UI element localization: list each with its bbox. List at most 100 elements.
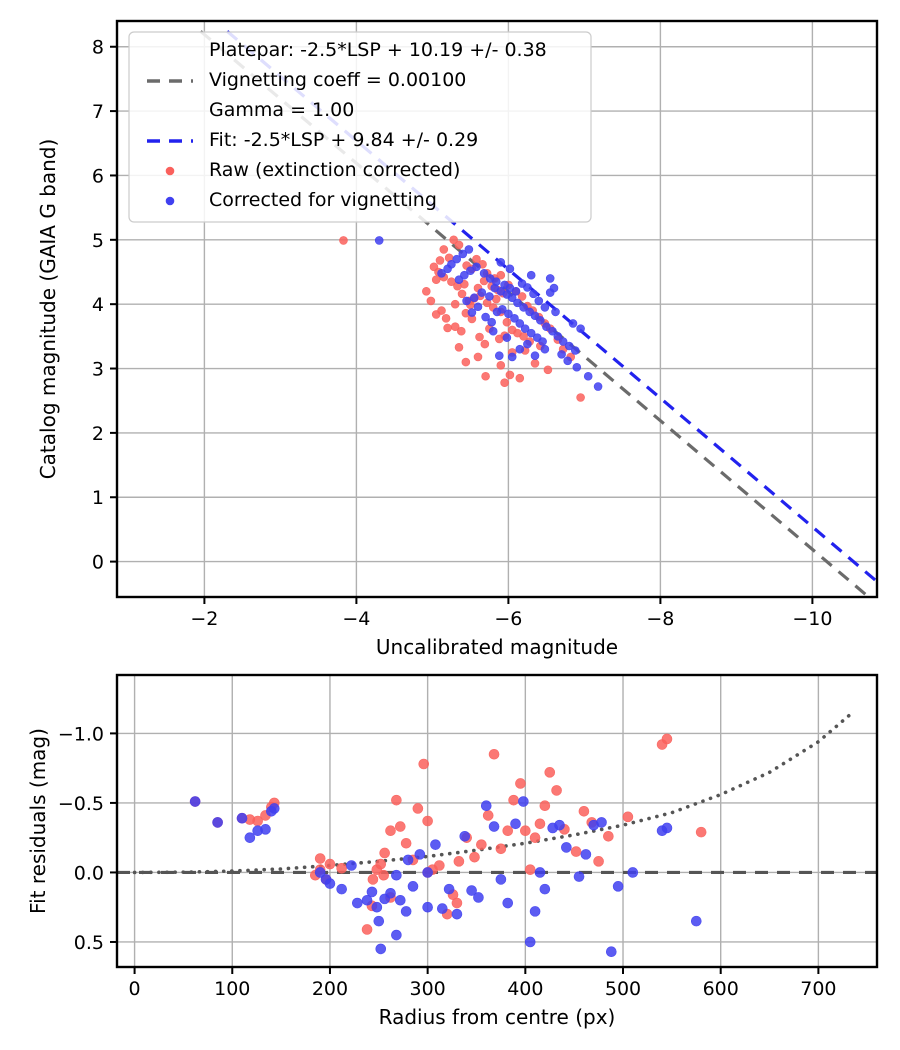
y-tick-label: −1.0 xyxy=(58,723,104,745)
data-point xyxy=(520,825,531,837)
data-point xyxy=(443,883,455,895)
data-point xyxy=(451,897,463,909)
data-point xyxy=(578,805,590,817)
data-point xyxy=(502,333,512,342)
data-point xyxy=(554,819,565,831)
data-point xyxy=(603,830,614,842)
data-point xyxy=(452,254,462,264)
data-point xyxy=(622,811,634,823)
data-point xyxy=(482,810,494,821)
data-point xyxy=(391,869,402,881)
data-point xyxy=(518,796,529,807)
data-point xyxy=(459,830,471,842)
data-point xyxy=(458,249,468,259)
data-point xyxy=(534,867,546,878)
data-point xyxy=(496,361,506,370)
data-point xyxy=(466,885,477,896)
data-point xyxy=(422,815,433,827)
data-point xyxy=(524,864,536,875)
data-point xyxy=(402,854,414,866)
data-point xyxy=(373,915,385,927)
y-tick-label: 0 xyxy=(92,552,104,574)
data-point xyxy=(361,924,373,935)
data-point xyxy=(551,307,560,317)
data-point xyxy=(515,319,525,328)
data-point xyxy=(436,903,448,914)
data-point xyxy=(375,858,387,870)
data-point xyxy=(495,874,507,885)
data-point xyxy=(480,800,492,812)
y-tick-label: 7 xyxy=(92,101,104,123)
data-point xyxy=(572,362,582,372)
x-tick-label: −8 xyxy=(646,608,674,630)
data-point xyxy=(450,322,460,331)
x-tick-label: 200 xyxy=(312,978,348,1000)
data-point xyxy=(464,245,474,254)
x-tick-label: 600 xyxy=(703,978,739,1000)
data-point xyxy=(212,817,223,828)
data-point xyxy=(236,812,248,824)
line-vignetting-curve xyxy=(132,710,855,875)
data-point xyxy=(473,892,484,903)
x-tick-label: −2 xyxy=(190,608,218,630)
data-point xyxy=(475,332,484,342)
data-point xyxy=(454,342,464,352)
data-point xyxy=(539,800,551,812)
data-point xyxy=(510,314,519,323)
data-point xyxy=(520,324,530,333)
data-point xyxy=(542,322,551,331)
data-point xyxy=(189,796,201,807)
data-point xyxy=(488,748,500,760)
data-point xyxy=(336,883,347,895)
data-point xyxy=(400,837,412,849)
data-point xyxy=(371,901,383,913)
data-point xyxy=(434,860,445,871)
data-point xyxy=(481,371,490,381)
data-layer-lower xyxy=(117,710,877,958)
data-point xyxy=(352,897,363,909)
data-point xyxy=(544,767,556,778)
data-point xyxy=(469,293,479,303)
data-point xyxy=(437,268,446,278)
data-point xyxy=(476,839,487,850)
data-point xyxy=(495,843,507,855)
data-point xyxy=(548,326,557,336)
legend-entry-label: Vignetting coeff = 0.00100 xyxy=(209,69,466,91)
data-point xyxy=(375,943,387,955)
data-point xyxy=(443,264,452,274)
data-point xyxy=(374,236,384,245)
data-point xyxy=(523,339,532,349)
data-point xyxy=(430,839,441,850)
data-point xyxy=(500,378,509,387)
y-tick-label: 4 xyxy=(92,294,104,316)
data-point xyxy=(502,897,514,909)
data-point xyxy=(580,849,592,860)
x-tick-label: 100 xyxy=(214,978,250,1000)
data-point xyxy=(422,287,431,296)
legend-entry-label: Corrected for vignetting xyxy=(209,189,437,211)
data-point xyxy=(268,803,280,814)
data-point xyxy=(260,824,271,835)
legend-entry-label: Gamma = 1.00 xyxy=(209,99,354,121)
legend-entry-label: Fit: -2.5*LSP + 9.84 +/- 0.29 xyxy=(209,129,478,151)
data-point xyxy=(523,283,532,292)
data-point xyxy=(507,352,517,362)
data-point xyxy=(526,328,536,338)
data-point xyxy=(418,758,430,770)
legend-dot-marker xyxy=(165,196,175,206)
data-point xyxy=(462,296,471,306)
data-point xyxy=(244,832,256,843)
data-point xyxy=(480,339,490,349)
x-tick-label: 0 xyxy=(129,978,141,1000)
data-point xyxy=(534,296,544,306)
data-point xyxy=(461,357,471,367)
data-point xyxy=(451,908,463,920)
data-point xyxy=(391,929,402,941)
data-point xyxy=(526,270,536,280)
data-point xyxy=(412,803,424,814)
data-point xyxy=(570,346,580,355)
y-tick-label: 2 xyxy=(92,423,104,445)
data-point xyxy=(573,871,585,882)
